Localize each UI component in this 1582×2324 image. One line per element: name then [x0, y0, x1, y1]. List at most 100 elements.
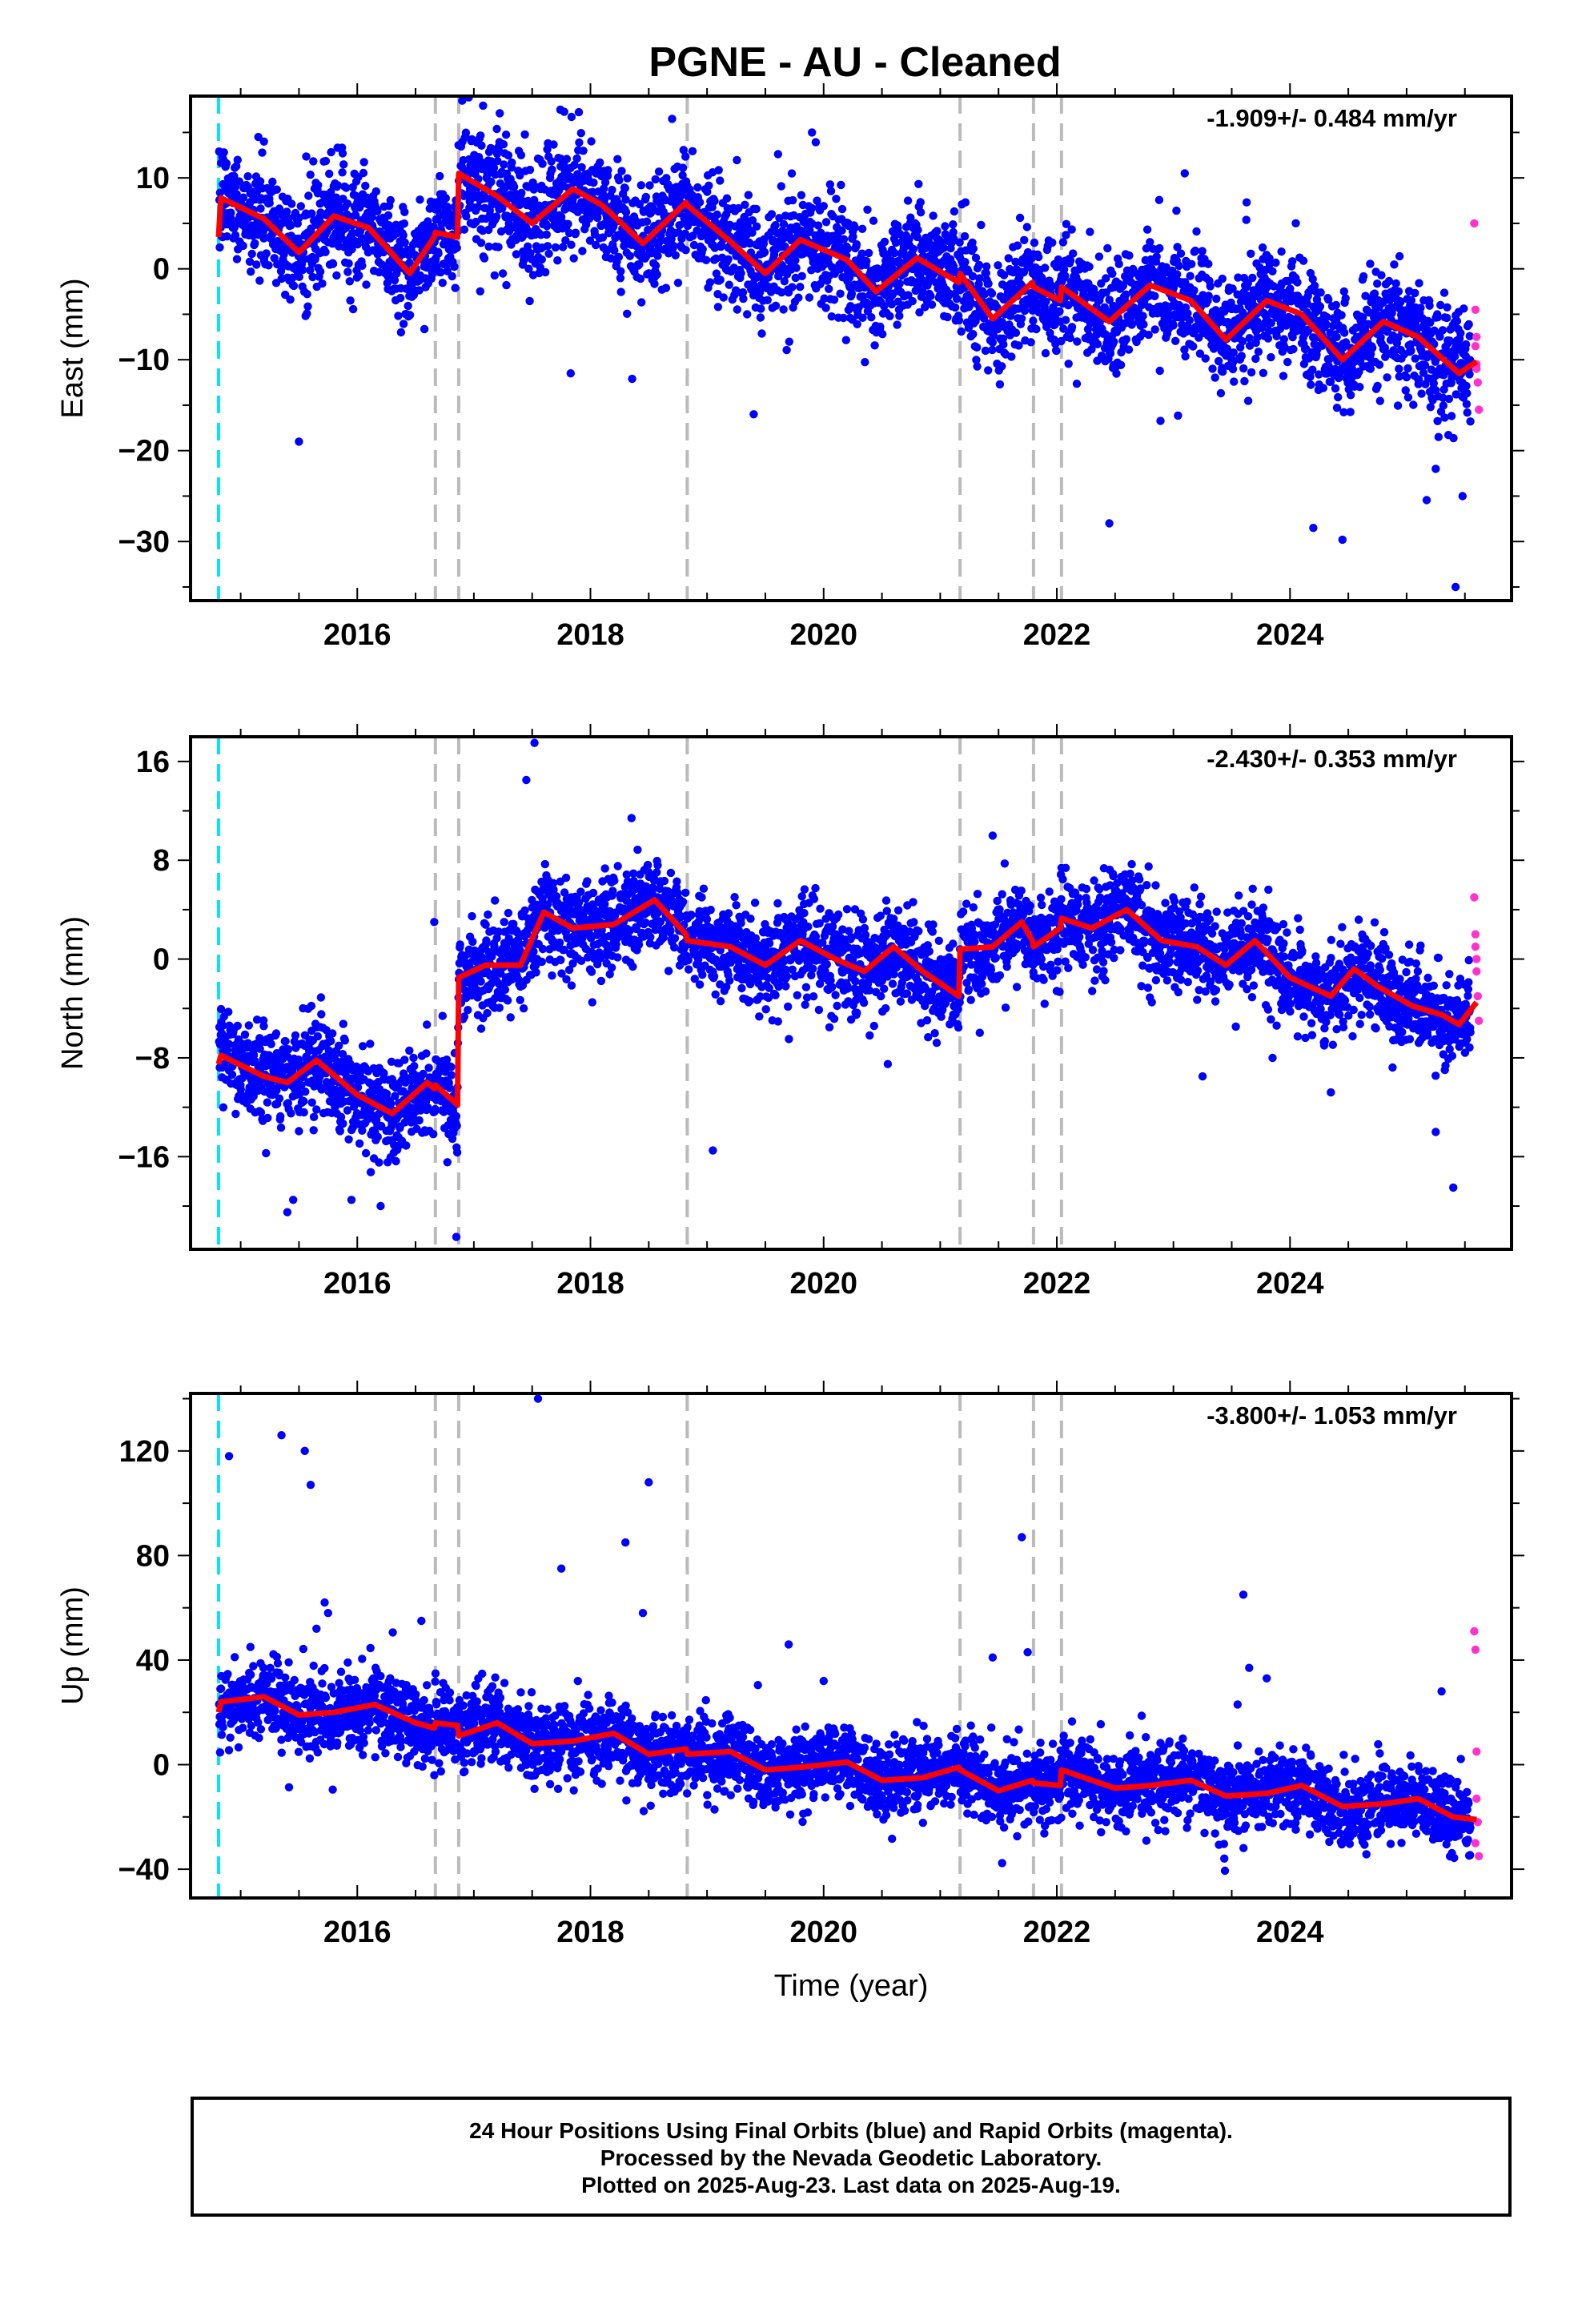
- data-point-outlier: [668, 115, 677, 123]
- data-point: [1208, 364, 1217, 373]
- x-tick-label: 2020: [790, 1267, 858, 1301]
- data-point: [1066, 256, 1075, 265]
- data-point: [265, 199, 274, 207]
- data-point: [223, 232, 231, 241]
- data-point: [1230, 377, 1239, 386]
- data-point: [441, 194, 450, 203]
- y-tick-label: −8: [135, 1042, 170, 1076]
- data-point: [603, 171, 612, 180]
- data-point: [979, 314, 989, 323]
- data-point: [585, 236, 595, 245]
- data-point: [1013, 241, 1022, 250]
- data-point: [1411, 354, 1419, 363]
- data-point: [1340, 328, 1349, 337]
- data-point: [358, 1126, 367, 1136]
- data-point: [1204, 259, 1213, 268]
- data-point: [254, 132, 263, 142]
- data-point: [652, 270, 661, 279]
- data-point: [259, 234, 268, 243]
- data-point: [858, 292, 868, 301]
- data-point: [1067, 225, 1076, 234]
- data-point: [295, 1127, 303, 1136]
- data-point: [885, 312, 894, 320]
- data-point: [452, 1148, 462, 1157]
- data-point: [1173, 243, 1182, 251]
- data-point: [284, 1045, 293, 1054]
- data-point: [608, 186, 616, 195]
- data-point: [653, 251, 662, 260]
- data-point: [869, 216, 878, 225]
- data-point: [767, 210, 777, 219]
- data-point: [1251, 354, 1260, 364]
- data-point: [636, 181, 645, 190]
- data-point: [509, 183, 519, 191]
- data-point: [1291, 219, 1300, 227]
- data-point: [1229, 357, 1238, 366]
- y-tick-label: −30: [118, 525, 170, 559]
- data-point: [757, 304, 765, 313]
- data-point: [1064, 301, 1073, 310]
- data-point: [482, 936, 491, 945]
- data-point: [1299, 360, 1309, 368]
- data-point: [701, 255, 711, 264]
- data-point: [399, 320, 408, 328]
- data-point: [264, 261, 273, 270]
- data-point: [857, 224, 867, 233]
- data-point: [1042, 297, 1050, 306]
- data-point: [989, 332, 998, 340]
- data-point: [592, 240, 600, 250]
- rapid-point: [1471, 305, 1480, 314]
- data-point: [933, 227, 942, 235]
- data-point: [906, 213, 915, 222]
- data-point: [436, 171, 444, 181]
- data-point: [567, 240, 576, 249]
- data-point: [1415, 279, 1423, 287]
- data-point: [338, 149, 347, 158]
- data-point: [780, 277, 789, 286]
- data-point: [984, 279, 993, 288]
- data-point: [969, 244, 978, 253]
- data-point: [1332, 332, 1341, 341]
- data-point: [1110, 337, 1118, 346]
- data-point: [1264, 327, 1274, 336]
- data-point: [908, 296, 917, 306]
- data-point: [308, 272, 317, 282]
- data-point: [442, 1055, 452, 1064]
- data-point: [405, 1046, 414, 1055]
- data-point: [1154, 195, 1164, 204]
- data-point: [309, 1126, 318, 1135]
- data-point: [791, 273, 800, 283]
- data-point: [468, 937, 477, 947]
- data-point: [972, 356, 981, 364]
- data-point: [1377, 271, 1386, 279]
- data-point: [317, 1010, 326, 1019]
- data-point: [1192, 227, 1201, 236]
- data-point: [1247, 368, 1256, 377]
- data-point: [995, 380, 1005, 389]
- data-point: [862, 256, 871, 266]
- data-point: [271, 1029, 281, 1038]
- data-point: [460, 1012, 469, 1021]
- data-point: [1401, 386, 1410, 395]
- data-point: [420, 324, 429, 334]
- data-point: [1150, 325, 1159, 334]
- data-point: [988, 338, 998, 347]
- data-point: [298, 265, 307, 275]
- data-point: [243, 172, 252, 181]
- data-point: [275, 1094, 284, 1103]
- data-point: [909, 244, 918, 254]
- data-point: [301, 1088, 310, 1096]
- data-point: [722, 194, 732, 203]
- data-point: [1288, 257, 1297, 266]
- data-point: [1420, 360, 1430, 370]
- data-point: [1243, 279, 1252, 287]
- data-point: [1293, 278, 1302, 287]
- data-point: [725, 280, 733, 289]
- data-point: [338, 168, 347, 177]
- data-point: [424, 1103, 432, 1112]
- data-point: [712, 269, 721, 278]
- data-point: [496, 109, 504, 118]
- final-orbit-points: [215, 814, 1475, 1176]
- data-point: [710, 196, 719, 206]
- data-point: [779, 305, 788, 314]
